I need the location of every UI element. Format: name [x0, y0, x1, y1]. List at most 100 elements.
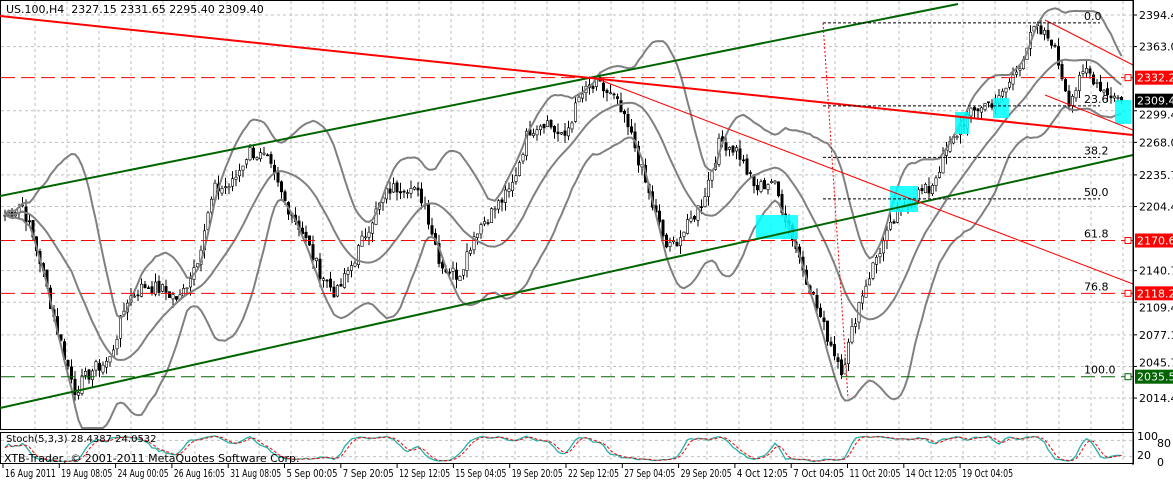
candle-body	[405, 192, 409, 194]
candle-body	[846, 341, 850, 365]
symbol-label: US.100,H4	[6, 3, 65, 16]
candle-body	[573, 102, 577, 122]
candle-body	[458, 276, 462, 281]
price-tick-label: 2077.10	[1139, 329, 1173, 342]
candle-body	[360, 235, 364, 247]
candle-body	[745, 158, 749, 175]
candle-body	[370, 222, 374, 234]
candle-body	[119, 315, 123, 339]
time-tick-label: 24 Aug 00:05	[118, 467, 169, 480]
price-tick-label: 2299.40	[1139, 109, 1173, 122]
candle-body	[675, 242, 679, 247]
highlight-box	[993, 98, 1009, 118]
fibo-level-label: 50.0	[1084, 186, 1109, 199]
current-price-label: 2309.40	[1137, 95, 1173, 108]
price-level-handle	[1124, 236, 1132, 244]
candle-body	[755, 185, 759, 191]
candle-body	[878, 253, 882, 258]
candle-body	[531, 133, 535, 136]
candle-body	[696, 205, 700, 221]
close-value: 2309.40	[218, 3, 264, 16]
candle-body	[766, 184, 770, 190]
candle-body	[388, 188, 392, 194]
time-tick-label: 4 Oct 12:05	[737, 467, 788, 480]
candle-body	[328, 278, 332, 288]
candle-body	[283, 191, 287, 201]
candle-body	[748, 172, 752, 174]
candle-body	[279, 181, 283, 193]
price-level-handle	[1124, 373, 1132, 381]
candle-body	[1064, 79, 1068, 92]
candle-body	[626, 113, 630, 128]
candle-body	[815, 295, 819, 309]
candle-body	[678, 237, 682, 247]
candle-body	[479, 224, 483, 235]
channel-top-line	[1044, 19, 1134, 66]
candle-body	[265, 154, 269, 157]
candle-body	[1067, 90, 1071, 107]
candle-body	[934, 177, 938, 186]
candle-body	[608, 92, 612, 95]
candle-body	[27, 220, 31, 223]
candle-body	[759, 181, 763, 192]
candle-body	[164, 286, 168, 293]
candle-body	[318, 258, 322, 280]
candle-body	[871, 262, 875, 279]
candle-body	[514, 175, 518, 182]
candle-body	[402, 190, 406, 193]
candle-body	[356, 245, 360, 265]
price-level-tag	[1135, 70, 1173, 85]
candle-body	[154, 281, 158, 295]
stoch-signal-line	[4, 435, 1122, 462]
price-tick-label: 2109.40	[1139, 301, 1173, 314]
time-tick-label: 27 Sep 04:05	[624, 467, 675, 480]
bollinger-lower-band	[4, 105, 1122, 429]
candle-body	[220, 188, 224, 194]
highlight-box	[955, 112, 969, 134]
candle-body	[1011, 74, 1015, 85]
candle-body	[552, 126, 556, 133]
candle-body	[409, 188, 413, 194]
candle-body	[1095, 82, 1099, 84]
candle-body	[91, 370, 95, 380]
candle-body	[367, 231, 371, 238]
copyright-label: XTB-Trader, © 2001-2011 MetaQuotes Softw…	[4, 452, 300, 465]
candle-body	[168, 291, 172, 298]
candle-body	[860, 295, 864, 304]
candle-body	[538, 125, 542, 130]
candle-body	[1074, 90, 1078, 99]
time-tick-label: 12 Sep 12:05	[399, 467, 450, 480]
price-tick-label: 2235.75	[1139, 169, 1173, 182]
candle-body	[762, 180, 766, 190]
candle-body	[706, 179, 710, 198]
candle-body	[80, 375, 84, 394]
candle-body	[496, 200, 500, 210]
candle-body	[108, 356, 112, 363]
candle-body	[255, 157, 259, 160]
candle-body	[115, 339, 119, 350]
fibo-level-label: 76.8	[1084, 280, 1109, 293]
candle-body	[231, 178, 235, 187]
candle-body	[395, 182, 399, 193]
candle-body	[1018, 68, 1022, 71]
candle-body	[1039, 25, 1043, 35]
candle-body	[482, 221, 486, 225]
candle-body	[486, 222, 490, 224]
candle-body	[885, 229, 889, 242]
candle-body	[507, 188, 511, 192]
candle-body	[430, 225, 434, 235]
bollinger-upper-band	[4, 7, 1123, 319]
candle-body	[832, 344, 836, 357]
candle-body	[612, 93, 616, 96]
candle-body	[489, 208, 493, 224]
candle-body	[867, 278, 871, 286]
time-tick-label: 11 Oct 20:05	[850, 467, 901, 480]
candle-body	[245, 159, 249, 165]
candle-body	[776, 181, 780, 197]
candle-body	[426, 203, 430, 225]
candle-body	[668, 242, 672, 247]
upper-channel-line	[0, 3, 959, 197]
candle-body	[1053, 44, 1057, 47]
